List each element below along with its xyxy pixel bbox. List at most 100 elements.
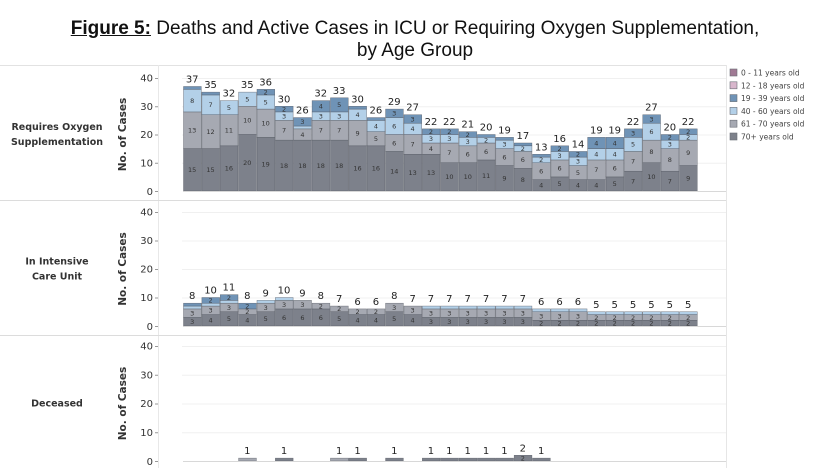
bar-total-label: 32	[314, 89, 327, 100]
segment-label: 2	[319, 302, 323, 310]
segment-label: 2	[355, 308, 359, 316]
segment-label: 4	[613, 139, 617, 147]
y-tick-label: 0	[147, 187, 153, 198]
bar-total-label: 1	[281, 446, 287, 457]
y-tick-label: 30	[140, 102, 153, 113]
segment-label: 3	[190, 309, 194, 317]
segment-label: 2	[337, 305, 341, 313]
legend-item: 70+ years old	[729, 133, 794, 142]
legend-swatch	[729, 107, 738, 115]
bar-segment	[275, 297, 294, 301]
segment-label: 16	[372, 165, 380, 173]
bar-segment	[440, 457, 459, 462]
y-tick-label: 40	[140, 342, 153, 353]
bar-stack: 1	[458, 446, 478, 462]
bar-stack: 15 12 7 35	[201, 80, 220, 192]
bar-segment	[366, 308, 386, 315]
segment-label: 4	[300, 131, 304, 139]
y-tick-label: 30	[140, 236, 153, 247]
segment-label: 8	[649, 148, 653, 156]
segment-label: 3	[558, 312, 562, 320]
segment-label: 2	[466, 131, 470, 139]
segment-label: 2	[576, 319, 580, 327]
segment-label: 3	[502, 309, 506, 317]
bar-stack: 5 3 8	[385, 291, 404, 327]
y-tick-label: 20	[140, 399, 153, 410]
segment-label: 13	[427, 169, 435, 177]
y-tick-label: 20	[140, 265, 153, 276]
segment-label: 13	[188, 127, 196, 135]
panel-row-label: Requires Oxygen	[11, 122, 102, 133]
bar-total-label: 35	[241, 80, 254, 91]
bar-stack: 1	[440, 446, 459, 462]
segment-label: 3	[319, 112, 323, 120]
bar-total-label: 16	[553, 134, 566, 145]
bar-total-label: 6	[538, 297, 544, 308]
bar-segment	[348, 106, 367, 110]
segment-label: 2	[576, 151, 580, 159]
bar-total-label: 33	[333, 86, 346, 97]
segment-label: 2	[245, 308, 249, 316]
bar-segment	[311, 100, 331, 113]
segment-label: 2	[282, 105, 286, 113]
bar-stack: 18 4 326	[293, 106, 312, 192]
segment-label: 5	[264, 98, 268, 106]
bar-total-label: 19	[590, 125, 603, 136]
bar-stack: 33 7	[422, 294, 441, 327]
segment-label: 7	[668, 177, 672, 185]
bar-total-label: 1	[244, 446, 250, 457]
bar-total-label: 8	[244, 291, 250, 302]
bar-segment	[330, 305, 349, 312]
segment-label: 6	[282, 314, 286, 322]
y-tick-label: 0	[147, 322, 153, 333]
bar-stack: 33 7	[495, 294, 514, 327]
bar-total-label: 37	[186, 74, 199, 85]
segment-label: 4	[374, 317, 378, 325]
bar-segment	[513, 305, 533, 310]
bar-total-label: 22	[682, 117, 695, 128]
bar-stack: 426	[366, 297, 386, 327]
segment-label: 6	[300, 314, 304, 322]
bar-total-label: 19	[608, 125, 621, 136]
segment-label: 18	[317, 162, 325, 170]
segment-label: 4	[613, 151, 617, 159]
bar-total-label: 22	[443, 117, 456, 128]
bar-total-label: 5	[648, 300, 654, 311]
bar-stack: 6 28	[311, 291, 331, 327]
segment-label: 5	[227, 104, 231, 112]
legend-swatch	[729, 68, 738, 77]
segment-label: 8	[668, 156, 672, 164]
bar-segment	[385, 457, 404, 462]
bar-segment	[495, 305, 514, 310]
legend-item: 61 - 70 years old	[729, 120, 805, 129]
y-tick-label: 30	[140, 370, 153, 381]
bar-stack: 22 5	[679, 300, 698, 327]
segment-label: 2	[539, 319, 543, 327]
panel-1: Requires Oxygen Supplementation No. of Cas…	[11, 74, 726, 198]
bar-total-label: 19	[498, 125, 511, 136]
y-tick-label: 40	[140, 208, 153, 219]
segment-label: 3	[447, 318, 451, 326]
bar-stack: 22 5	[587, 300, 606, 327]
bar-total-label: 5	[612, 300, 618, 311]
bar-segment	[293, 300, 312, 310]
segment-label: 3	[502, 318, 506, 326]
bar-stack: 33 8	[183, 291, 202, 327]
segment-label: 2	[631, 314, 635, 322]
segment-label: 3	[539, 312, 543, 320]
segment-label: 6	[392, 139, 396, 147]
bar-segment	[458, 305, 478, 310]
segment-label: 2	[594, 314, 598, 322]
bar-segment	[183, 302, 202, 307]
bar-total-label: 1	[446, 446, 452, 457]
segment-label: 10	[243, 117, 251, 125]
bar-total-label: 9	[299, 288, 305, 299]
bar-total-label: 5	[685, 300, 691, 311]
segment-label: 2	[668, 134, 672, 142]
bar-segment	[238, 91, 257, 107]
segment-label: 3	[227, 304, 231, 312]
bar-segment	[275, 106, 294, 113]
